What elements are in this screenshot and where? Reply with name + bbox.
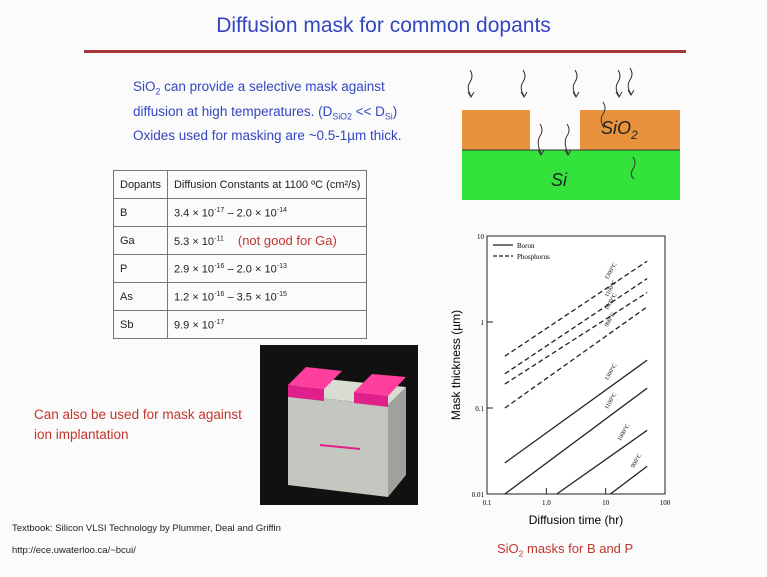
dopant-cell: B (114, 199, 168, 227)
text: SiO (133, 79, 156, 94)
text: diffusion at high temperatures. (D (133, 104, 332, 119)
text: 1.2 × 10 (174, 291, 214, 303)
implant-picture (260, 345, 418, 505)
legend-label: Phosphorus (517, 253, 550, 261)
silicon (462, 150, 680, 200)
value-cell: 1.2 × 10-16 – 3.5 × 10-15 (167, 283, 366, 311)
plot-caption: SiO2 masks for B and P (497, 541, 633, 559)
value-cell: 5.3 × 10-11 (not good for Ga) (167, 227, 366, 255)
text: – 3.5 × 10 (224, 291, 276, 303)
text: masks for B and P (523, 541, 633, 556)
y-tick-label: 1 (481, 319, 485, 327)
exponent: -16 (214, 290, 224, 298)
implant-note: Can also be used for mask against ion im… (34, 405, 244, 445)
y-tick-label: 0.01 (472, 491, 485, 499)
dopant-cell: Ga (114, 227, 168, 255)
y-tick-label: 0.1 (475, 405, 484, 413)
text: can provide a selective mask against (160, 79, 384, 94)
x-axis-label: Diffusion time (hr) (529, 513, 623, 527)
exponent: -16 (214, 262, 224, 270)
exponent: -11 (214, 234, 224, 242)
slide: Diffusion mask for common dopants SiO2 c… (0, 0, 767, 577)
text: SiO (497, 541, 519, 556)
exponent: -15 (277, 290, 287, 298)
text: ) (393, 104, 398, 119)
text: 3.4 × 10 (174, 207, 214, 219)
value-cell: 2.9 × 10-16 – 2.0 × 10-13 (167, 255, 366, 283)
mask-diagram: SiO2 Si (455, 62, 685, 207)
header-cell: Diffusion Constants at 1100 ºC (cm²/s) (167, 171, 366, 199)
dopant-cell: P (114, 255, 168, 283)
text: 9.9 × 10 (174, 319, 214, 331)
exponent: -14 (277, 206, 287, 214)
legend-label: Boron (517, 242, 535, 250)
text: SiO (601, 118, 631, 138)
y-axis-label: Mask thickness (µm) (449, 310, 463, 420)
intro-line: Oxides used for masking are ~0.5-1µm thi… (133, 126, 402, 146)
dopant-cell: As (114, 283, 168, 311)
text: – 2.0 × 10 (224, 207, 276, 219)
textbook-ref: Textbook: Silicon VLSI Technology by Plu… (12, 523, 281, 534)
x-tick-label: 100 (660, 499, 671, 507)
value-cell: 9.9 × 10-17 (167, 311, 366, 339)
intro: SiO2 can provide a selective mask agains… (133, 77, 402, 146)
subscript: 2 (630, 128, 638, 142)
y-tick-label: 10 (477, 233, 485, 241)
note: (not good for Ga) (238, 233, 337, 248)
intro-line: diffusion at high temperatures. (DSiO2 <… (133, 102, 402, 127)
text: – 2.0 × 10 (224, 263, 276, 275)
title-rule (84, 50, 686, 53)
text: 5.3 × 10 (174, 236, 214, 248)
x-tick-label: 0.1 (483, 499, 492, 507)
subscript: SiO2 (332, 111, 352, 121)
table-row: Ga 5.3 × 10-11 (not good for Ga) (114, 227, 367, 255)
x-tick-label: 10 (602, 499, 610, 507)
header-cell: Dopants (114, 171, 168, 199)
exponent: -17 (214, 318, 224, 326)
slide-title: Diffusion mask for common dopants (0, 14, 767, 38)
value-cell: 3.4 × 10-17 – 2.0 × 10-14 (167, 199, 366, 227)
intro-line: SiO2 can provide a selective mask agains… (133, 77, 402, 102)
exponent: -13 (277, 262, 287, 270)
text: 2.9 × 10 (174, 263, 214, 275)
silicon-label: Si (551, 170, 568, 190)
x-tick-label: 1.0 (542, 499, 551, 507)
dopant-cell: Sb (114, 311, 168, 339)
exponent: -17 (214, 206, 224, 214)
url: http://ece.uwaterloo.ca/~bcui/ (12, 545, 136, 556)
oxide-left (462, 110, 530, 150)
subscript: Si (385, 111, 393, 121)
text: << D (352, 104, 385, 119)
